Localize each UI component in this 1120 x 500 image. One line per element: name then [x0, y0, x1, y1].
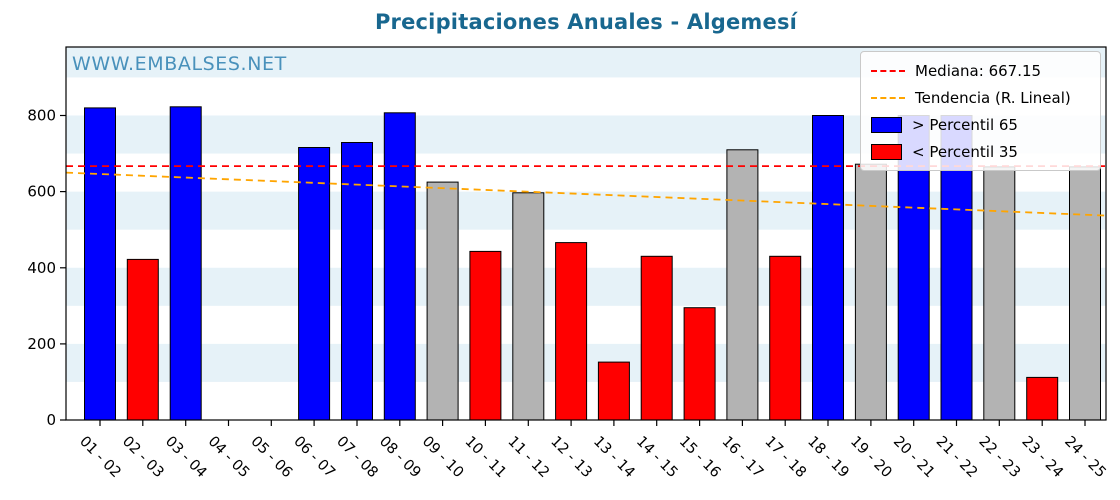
y-tick-label: 800 — [27, 107, 56, 125]
legend-item-p65: > Percentil 65 — [871, 114, 1090, 135]
bar-22-23 — [983, 166, 1016, 421]
x-tick-label: 13 - 14 — [590, 434, 638, 482]
x-tick-label: 24 - 25 — [1061, 434, 1109, 482]
y-tick-label: 200 — [27, 335, 56, 353]
x-tick-label: 15 - 16 — [676, 434, 724, 482]
legend: Mediana: 667.15 Tendencia (R. Lineal) > … — [860, 51, 1101, 171]
bar-08-09 — [383, 112, 416, 421]
x-tick-label: 21 - 22 — [933, 434, 981, 482]
bar-09-10 — [426, 181, 459, 421]
watermark: WWW.EMBALSES.NET — [72, 53, 287, 75]
x-tick-label: 12 - 13 — [547, 434, 595, 482]
bar-15-16 — [683, 307, 716, 421]
legend-label-p35: < Percentil 35 — [912, 142, 1018, 161]
bar-13-14 — [597, 361, 630, 421]
x-tick-label: 16 - 17 — [719, 434, 767, 482]
x-tick-label: 08 - 09 — [376, 434, 424, 482]
x-tick-label: 17 - 18 — [761, 434, 809, 482]
bar-16-17 — [726, 149, 759, 421]
bar-24-25 — [1069, 166, 1101, 421]
legend-label-p65: > Percentil 65 — [912, 115, 1018, 134]
p65-patch-swatch — [871, 116, 902, 133]
x-tick-label: 19 - 20 — [847, 434, 895, 482]
x-tick-label: 05 - 06 — [247, 434, 295, 482]
x-tick-label: 03 - 04 — [162, 434, 210, 482]
bar-18-19 — [812, 115, 844, 421]
x-tick-label: 02 - 03 — [119, 434, 167, 482]
median-line-swatch — [871, 69, 905, 72]
x-tick-label: 04 - 05 — [205, 434, 253, 482]
x-tick-label: 01 - 02 — [76, 434, 124, 482]
legend-label-median: Mediana: 667.15 — [915, 61, 1042, 80]
background-band — [66, 191, 1106, 230]
bar-17-18 — [769, 255, 802, 421]
x-tick-label: 18 - 19 — [804, 434, 852, 482]
bar-02-03 — [126, 258, 159, 421]
x-tick-label: 10 - 11 — [462, 434, 510, 482]
bar-19-20 — [854, 163, 887, 421]
x-tick-label: 11 - 12 — [504, 434, 552, 482]
x-tick-label: 20 - 21 — [890, 434, 938, 482]
chart-title: Precipitaciones Anuales - Algemesí — [374, 10, 798, 34]
bar-23-24 — [1026, 376, 1059, 421]
bar-11-12 — [512, 192, 545, 421]
bar-06-07 — [298, 147, 331, 421]
x-tick-label: 14 - 15 — [633, 434, 681, 482]
bar-12-13 — [555, 242, 588, 421]
x-tick-label: 07 - 08 — [333, 434, 381, 482]
x-tick-label: 06 - 07 — [290, 434, 338, 482]
trend-line — [65, 171, 1107, 217]
legend-item-trend: Tendencia (R. Lineal) — [871, 87, 1090, 108]
plot-border — [65, 46, 1107, 421]
bar-03-04 — [169, 106, 202, 421]
bar-10-11 — [469, 250, 502, 421]
y-tick-label: 600 — [27, 183, 56, 201]
legend-item-p35: < Percentil 35 — [871, 141, 1090, 162]
y-tick-label: 400 — [27, 259, 56, 277]
bar-14-15 — [640, 255, 673, 421]
p35-patch-swatch — [871, 143, 902, 160]
legend-item-median: Mediana: 667.15 — [871, 60, 1090, 81]
x-tick-label: 09 - 10 — [419, 434, 467, 482]
legend-label-trend: Tendencia (R. Lineal) — [915, 88, 1071, 107]
bar-01-02 — [84, 107, 116, 421]
x-tick-label: 22 - 23 — [975, 434, 1023, 482]
y-tick-label: 0 — [46, 411, 56, 429]
trend-line-swatch — [871, 96, 905, 99]
x-tick-label: 23 - 24 — [1018, 434, 1066, 482]
